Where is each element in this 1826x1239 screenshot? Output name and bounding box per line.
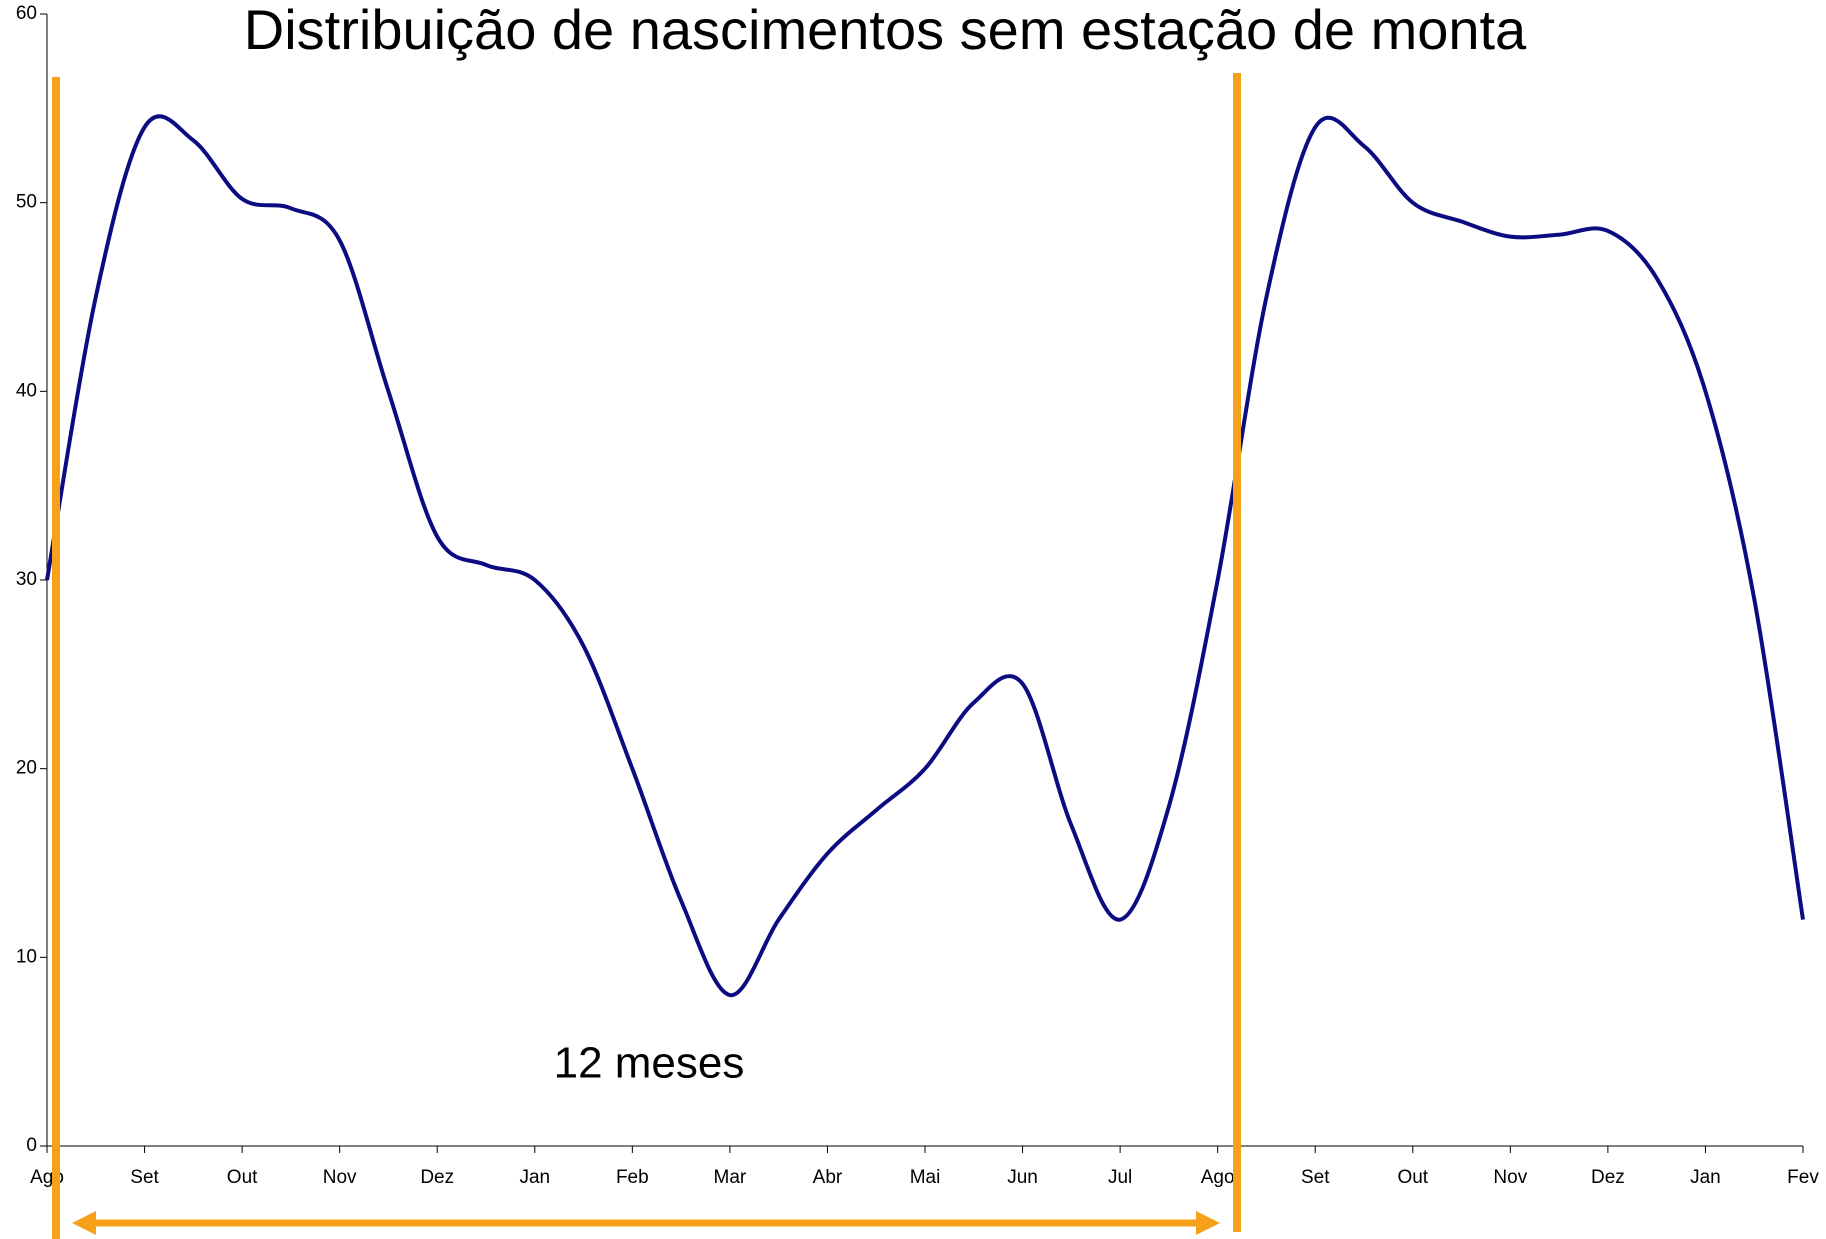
x-tick-label: Jan xyxy=(1690,1167,1721,1188)
x-tick-label: Out xyxy=(1397,1167,1428,1188)
x-tick-label: Nov xyxy=(323,1167,357,1188)
x-tick-label: Fev xyxy=(1787,1167,1819,1188)
x-tick-label: Jan xyxy=(519,1167,550,1188)
x-tick-label: Abr xyxy=(813,1167,843,1188)
plot-area: 0 10 20 30 40 50 60 Ago Set Out Nov Dez Jan Feb Mar Abr… xyxy=(16,3,1819,1188)
y-tick-label: 30 xyxy=(16,569,37,590)
x-tick-label: Dez xyxy=(420,1167,454,1188)
x-tick-label: Ago xyxy=(1201,1167,1235,1188)
y-tick-label: 60 xyxy=(16,3,37,24)
x-tick-label: Nov xyxy=(1493,1167,1527,1188)
series-line xyxy=(45,114,1805,998)
x-tick-label: Jul xyxy=(1108,1167,1132,1188)
arrow-head-left xyxy=(72,1211,96,1235)
x-tick-label: Set xyxy=(130,1167,159,1188)
x-tick-label: Out xyxy=(227,1167,258,1188)
x-tick-label: Mar xyxy=(714,1167,747,1188)
x-tick-label: Jun xyxy=(1007,1167,1038,1188)
chart-title: Distribuição de nascimentos sem estação … xyxy=(244,0,1527,61)
x-tick-label: Dez xyxy=(1591,1167,1625,1188)
x-tick-label: Mai xyxy=(910,1167,941,1188)
y-tick-label: 50 xyxy=(16,192,37,213)
y-tick-label: 0 xyxy=(26,1135,37,1156)
y-tick-label: 20 xyxy=(16,758,37,779)
arrow-head-right xyxy=(1196,1211,1220,1235)
annotation: 12 meses xyxy=(554,1039,745,1088)
y-tick-label: 10 xyxy=(16,946,37,967)
x-tick-label: Feb xyxy=(616,1167,649,1188)
x-tick-label: Set xyxy=(1301,1167,1330,1188)
y-tick-label: 40 xyxy=(16,380,37,401)
